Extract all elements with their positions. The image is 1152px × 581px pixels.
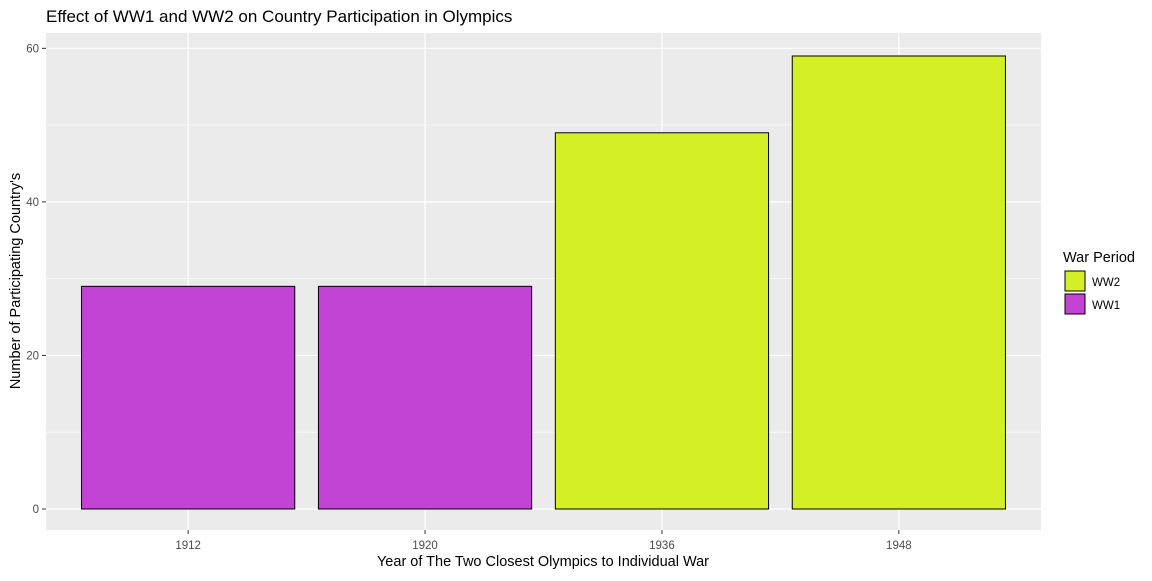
legend-swatch-ww1 bbox=[1064, 293, 1086, 315]
x-tick-label: 1912 bbox=[175, 540, 201, 552]
x-tick-label: 1920 bbox=[412, 540, 438, 552]
legend-label-ww1: WW1 bbox=[1092, 300, 1120, 312]
bar-layer bbox=[81, 55, 1006, 510]
x-tick-label: 1948 bbox=[886, 540, 912, 552]
y-tick-label: 60 bbox=[26, 43, 39, 55]
bar-1948 bbox=[791, 55, 1006, 510]
bar-1912 bbox=[81, 285, 296, 510]
chart-title: Effect of WW1 and WW2 on Country Partici… bbox=[46, 7, 512, 26]
x-axis: 1912 1920 1936 1948 bbox=[175, 530, 912, 552]
legend: War Period WW2 WW1 bbox=[1063, 250, 1135, 315]
legend-label-ww2: WW2 bbox=[1092, 277, 1120, 289]
y-tick-label: 40 bbox=[26, 197, 39, 209]
y-tick-label: 0 bbox=[33, 504, 39, 516]
bar-1920 bbox=[317, 285, 533, 510]
legend-swatch-ww2 bbox=[1064, 270, 1086, 292]
bar-1936 bbox=[554, 132, 770, 510]
y-tick-label: 20 bbox=[26, 350, 39, 362]
y-axis: 0 20 40 60 bbox=[26, 43, 46, 516]
y-axis-label: Number of Participating Country's bbox=[8, 173, 24, 389]
x-axis-label: Year of The Two Closest Olympics to Indi… bbox=[377, 554, 709, 570]
x-tick-label: 1936 bbox=[649, 540, 675, 552]
legend-items: WW2 WW1 bbox=[1064, 270, 1120, 315]
legend-title: War Period bbox=[1063, 250, 1135, 266]
